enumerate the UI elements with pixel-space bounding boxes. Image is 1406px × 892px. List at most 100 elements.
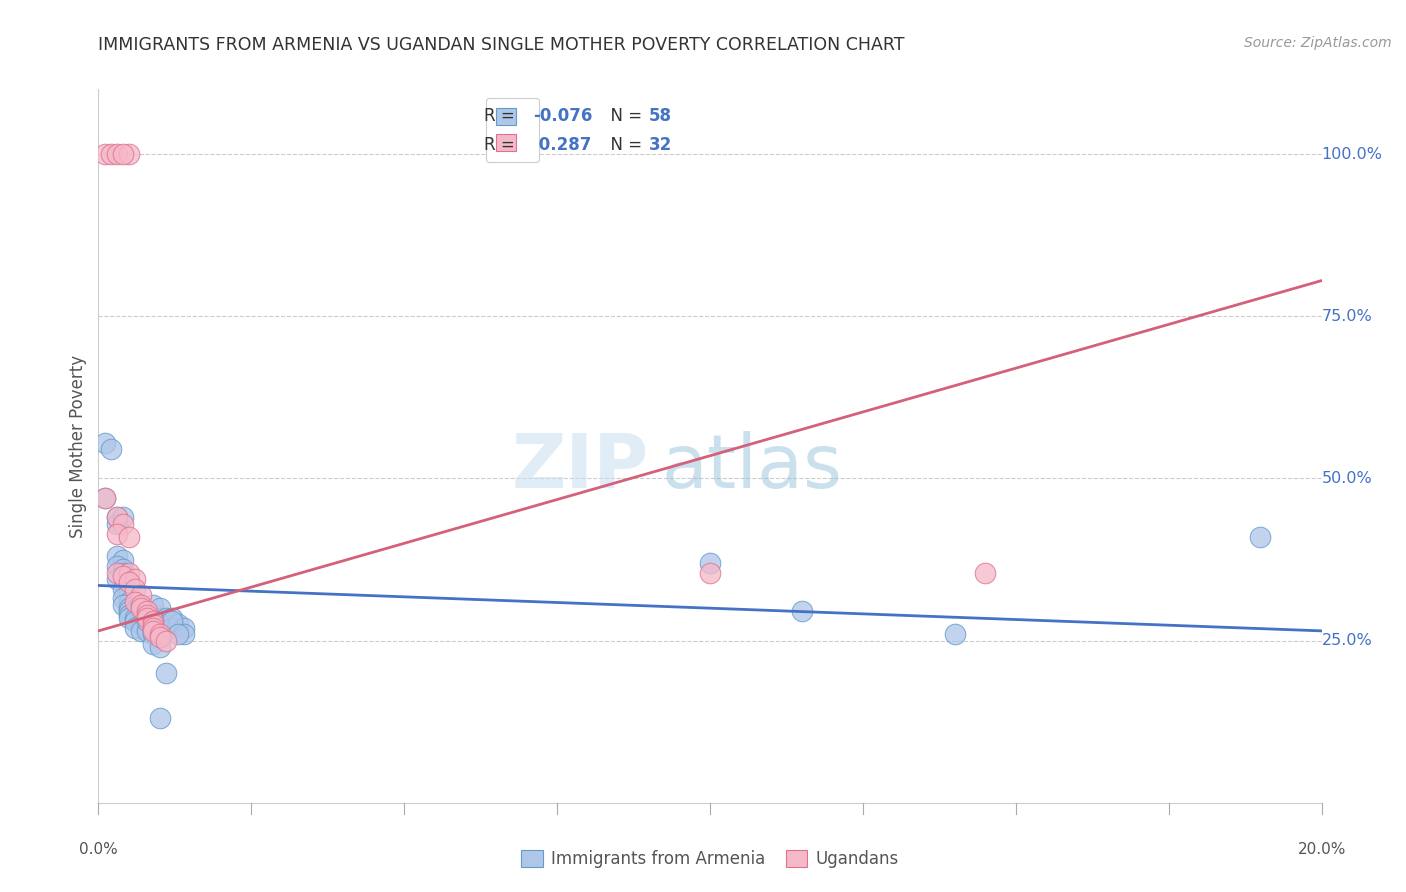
- Text: N =: N =: [600, 136, 647, 153]
- Text: 58: 58: [648, 107, 672, 125]
- Legend: Immigrants from Armenia, Ugandans: Immigrants from Armenia, Ugandans: [515, 843, 905, 875]
- Text: 75.0%: 75.0%: [1322, 309, 1372, 324]
- Point: [118, 575, 141, 590]
- Point: [118, 566, 141, 580]
- Point: [160, 621, 183, 635]
- Point: [699, 566, 721, 580]
- Point: [105, 510, 128, 524]
- Point: [118, 604, 141, 618]
- Point: [105, 566, 128, 580]
- Point: [129, 588, 152, 602]
- Point: [118, 147, 141, 161]
- Text: 0.0%: 0.0%: [79, 842, 118, 856]
- Point: [118, 595, 141, 609]
- Text: atlas: atlas: [661, 431, 842, 504]
- Text: R =: R =: [484, 107, 520, 125]
- Point: [93, 491, 115, 505]
- Point: [111, 552, 134, 566]
- Point: [129, 601, 152, 615]
- Point: [124, 598, 146, 612]
- Text: 32: 32: [648, 136, 672, 153]
- Point: [155, 666, 177, 681]
- Point: [160, 614, 183, 628]
- Point: [124, 611, 146, 625]
- Point: [105, 526, 128, 541]
- Point: [142, 598, 165, 612]
- Point: [111, 510, 134, 524]
- Point: [136, 607, 159, 622]
- Text: 0.287: 0.287: [533, 136, 591, 153]
- Text: 20.0%: 20.0%: [1298, 842, 1346, 856]
- Point: [93, 435, 115, 450]
- Point: [100, 147, 122, 161]
- Point: [111, 598, 134, 612]
- Point: [142, 624, 165, 638]
- Point: [93, 147, 115, 161]
- Point: [124, 621, 146, 635]
- Point: [136, 611, 159, 625]
- Point: [149, 601, 172, 615]
- Point: [142, 614, 165, 628]
- Point: [943, 627, 966, 641]
- Point: [111, 568, 134, 582]
- Point: [118, 585, 141, 599]
- Point: [149, 631, 172, 645]
- Text: 50.0%: 50.0%: [1322, 471, 1372, 486]
- Text: ZIP: ZIP: [512, 431, 648, 504]
- Point: [167, 617, 190, 632]
- Point: [129, 617, 152, 632]
- Point: [136, 614, 159, 628]
- Point: [129, 624, 152, 638]
- Point: [111, 591, 134, 606]
- Point: [974, 566, 997, 580]
- Point: [118, 601, 141, 615]
- Point: [124, 604, 146, 618]
- Point: [124, 572, 146, 586]
- Point: [111, 566, 134, 580]
- Point: [149, 640, 172, 654]
- Text: IMMIGRANTS FROM ARMENIA VS UGANDAN SINGLE MOTHER POVERTY CORRELATION CHART: IMMIGRANTS FROM ARMENIA VS UGANDAN SINGL…: [98, 36, 905, 54]
- Point: [105, 147, 128, 161]
- Legend: , : ,: [486, 97, 540, 162]
- Point: [160, 611, 183, 625]
- Point: [105, 572, 128, 586]
- Point: [111, 147, 134, 161]
- Point: [149, 711, 172, 725]
- Point: [118, 611, 141, 625]
- Point: [124, 614, 146, 628]
- Point: [105, 516, 128, 531]
- Point: [105, 549, 128, 564]
- Text: N =: N =: [600, 107, 647, 125]
- Point: [149, 617, 172, 632]
- Point: [173, 627, 195, 641]
- Point: [129, 611, 152, 625]
- Text: 25.0%: 25.0%: [1322, 633, 1372, 648]
- Point: [129, 598, 152, 612]
- Point: [105, 559, 128, 574]
- Point: [129, 607, 152, 622]
- Point: [155, 621, 177, 635]
- Point: [124, 582, 146, 596]
- Point: [111, 582, 134, 596]
- Y-axis label: Single Mother Poverty: Single Mother Poverty: [69, 354, 87, 538]
- Point: [111, 562, 134, 576]
- Point: [142, 624, 165, 638]
- Point: [136, 624, 159, 638]
- Point: [155, 633, 177, 648]
- Point: [136, 621, 159, 635]
- Point: [100, 442, 122, 457]
- Point: [118, 607, 141, 622]
- Point: [93, 491, 115, 505]
- Point: [105, 510, 128, 524]
- Point: [1249, 530, 1271, 544]
- Text: R =: R =: [484, 136, 520, 153]
- Text: 100.0%: 100.0%: [1322, 146, 1382, 161]
- Text: Source: ZipAtlas.com: Source: ZipAtlas.com: [1244, 36, 1392, 50]
- Point: [142, 627, 165, 641]
- Point: [149, 611, 172, 625]
- Point: [142, 614, 165, 628]
- Point: [790, 604, 813, 618]
- Point: [142, 617, 165, 632]
- Point: [136, 604, 159, 618]
- Point: [167, 627, 190, 641]
